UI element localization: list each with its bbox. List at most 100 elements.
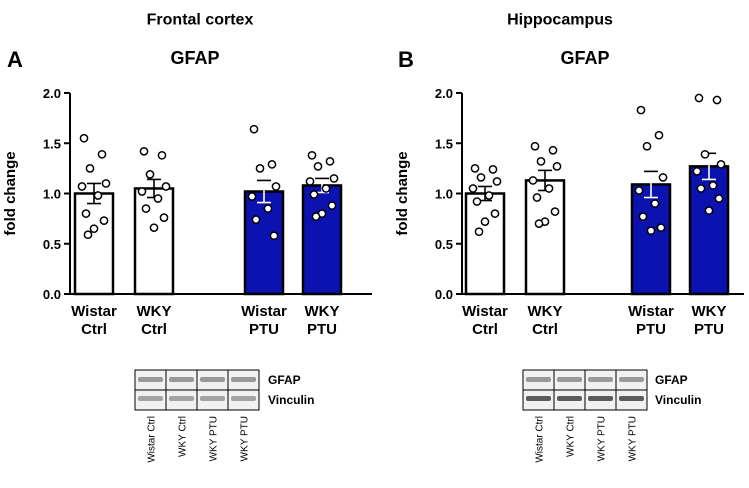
- western-blot: GFAP Vinculin Wistar Ctrl WKY Ctrl WKY PTU WK…: [522, 369, 701, 463]
- data-point: [307, 150, 317, 160]
- bar: [630, 183, 672, 296]
- data-point: [81, 209, 91, 218]
- data-point: [325, 156, 335, 166]
- data-point: [255, 164, 265, 173]
- y-tick-label: 1.5: [43, 136, 61, 151]
- data-point: [528, 176, 538, 185]
- data-point: [327, 201, 337, 210]
- data-point: [321, 184, 331, 193]
- data-point: [137, 187, 147, 196]
- data-point: [101, 179, 111, 188]
- data-point: [161, 182, 171, 191]
- data-point: [634, 186, 644, 195]
- gfap-band: [557, 377, 582, 382]
- blot-lane-label: WKY PTU: [209, 416, 220, 461]
- vinculin-band: [557, 396, 582, 401]
- x-tick-label: Ctrl: [532, 321, 558, 338]
- data-point: [470, 164, 480, 173]
- data-point: [656, 223, 666, 233]
- gfap-band: [200, 377, 225, 382]
- x-tick-label: Ctrl: [81, 321, 107, 338]
- data-point: [247, 192, 257, 201]
- data-point: [492, 177, 502, 186]
- data-point: [313, 162, 323, 171]
- gfap-band: [526, 377, 551, 382]
- data-point: [692, 167, 702, 176]
- x-tick-label: PTU: [694, 321, 724, 338]
- x-tick-label: Wistar: [71, 303, 117, 320]
- data-point: [153, 194, 163, 203]
- region-title: Hippocampus: [507, 11, 613, 28]
- blot-lane-label: WKY Ctrl: [566, 416, 577, 457]
- data-point: [548, 145, 558, 155]
- gfap-band: [169, 377, 194, 382]
- data-point: [89, 224, 99, 234]
- data-point: [472, 197, 482, 206]
- data-point: [474, 227, 484, 237]
- data-point: [149, 223, 159, 233]
- blot-band-label: Vinculin: [655, 393, 701, 407]
- y-tick-label: 0.5: [435, 237, 453, 252]
- panel-b: Hippocampus B GFAP fold change 0.0 0.5 1.0 1.5 2…: [394, 11, 744, 463]
- data-point: [708, 181, 718, 190]
- data-point: [269, 231, 279, 241]
- data-point: [654, 130, 664, 140]
- vinculin-band: [138, 396, 163, 401]
- data-point: [488, 165, 498, 174]
- bar: [301, 184, 343, 296]
- bar: [133, 187, 175, 296]
- data-point: [484, 191, 494, 200]
- data-point: [638, 212, 648, 221]
- data-point: [646, 226, 656, 236]
- x-tick-label: Wistar: [628, 303, 674, 320]
- x-tick-label: Ctrl: [472, 321, 498, 338]
- data-point: [97, 149, 107, 159]
- gfap-band: [619, 377, 644, 382]
- x-tick-label: Wistar: [241, 303, 287, 320]
- panel-letter: A: [7, 47, 23, 72]
- data-point: [534, 219, 544, 228]
- x-tick-label: WKY: [137, 303, 172, 320]
- data-point: [468, 184, 478, 193]
- blot-band-label: GFAP: [655, 373, 688, 387]
- data-point: [85, 164, 95, 173]
- x-tick-label: PTU: [307, 321, 337, 338]
- data-point: [263, 204, 273, 213]
- blot-lane-label: WKY PTU: [628, 416, 639, 461]
- vinculin-band: [231, 396, 256, 401]
- data-point: [650, 199, 660, 208]
- blot-lane-label: Wistar Ctrl: [147, 416, 158, 463]
- data-point: [476, 173, 486, 182]
- vinculin-band: [619, 396, 644, 401]
- y-tick-label: 2.0: [435, 86, 453, 101]
- blot-lane-label: WKY PTU: [240, 416, 251, 461]
- data-point: [530, 141, 540, 151]
- vinculin-band: [588, 396, 613, 401]
- data-point: [267, 160, 277, 169]
- data-point: [139, 146, 149, 156]
- data-point: [532, 193, 542, 202]
- data-point: [714, 194, 724, 203]
- data-point: [79, 133, 89, 143]
- data-point: [305, 177, 315, 186]
- data-point: [145, 170, 155, 179]
- data-point: [550, 207, 560, 216]
- y-tick-label: 0.5: [43, 237, 61, 252]
- data-point: [696, 184, 706, 193]
- bar: [524, 179, 566, 296]
- x-tick-label: Ctrl: [141, 321, 167, 338]
- region-title: Frontal cortex: [147, 11, 254, 28]
- panel-letter: B: [398, 47, 414, 72]
- gfap-band: [138, 377, 163, 382]
- data-point: [704, 206, 714, 215]
- vinculin-band: [169, 396, 194, 401]
- data-point: [249, 124, 259, 134]
- y-tick-label: 0.0: [43, 287, 61, 302]
- data-point: [544, 184, 554, 193]
- x-tick-label: PTU: [249, 321, 279, 338]
- data-point: [552, 162, 562, 171]
- data-point: [159, 213, 169, 222]
- bar: [243, 190, 285, 296]
- data-point: [311, 212, 321, 221]
